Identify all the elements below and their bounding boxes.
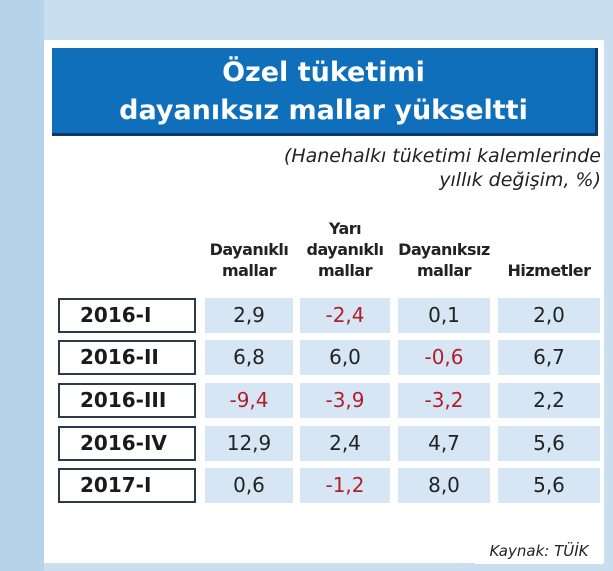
title-line: dayanıksız mallar yükseltti bbox=[119, 95, 528, 126]
column-header-line: mallar bbox=[317, 261, 373, 280]
row-label: 2016-I bbox=[58, 298, 196, 333]
value-cell: 6,8 bbox=[205, 340, 293, 375]
value-cell: 2,9 bbox=[205, 298, 293, 333]
value-cell: 0,6 bbox=[205, 468, 293, 503]
value-cell: 2,2 bbox=[498, 383, 600, 418]
value-cell: 12,9 bbox=[205, 426, 293, 461]
row-label: 2017-I bbox=[58, 468, 196, 503]
row-label: 2016-II bbox=[58, 340, 196, 375]
subtitle: (Hanehalkı tüketimi kalemlerinde yıllık … bbox=[284, 144, 601, 192]
value-cell: 6,0 bbox=[300, 340, 390, 375]
value-cell: 8,0 bbox=[398, 468, 490, 503]
column-header: Yarı dayanıklı mallar bbox=[290, 218, 400, 281]
value-cell: -2,4 bbox=[300, 298, 390, 333]
value-cell: -1,2 bbox=[300, 468, 390, 503]
title: Özel tüketimi dayanıksız mallar yükseltt… bbox=[52, 48, 598, 136]
value-cell: 5,6 bbox=[498, 468, 600, 503]
column-header-line: Dayanıksız bbox=[398, 240, 490, 259]
row-label: 2016-IV bbox=[58, 426, 196, 461]
subtitle-line: yıllık değişim, %) bbox=[439, 169, 601, 191]
column-header-line: Dayanıklı bbox=[209, 240, 289, 259]
source: Kaynak: TÜİK bbox=[475, 538, 603, 564]
value-cell: 4,7 bbox=[398, 426, 490, 461]
value-cell: -0,6 bbox=[398, 340, 490, 375]
row-label: 2016-III bbox=[58, 383, 196, 418]
value-cell: 2,0 bbox=[498, 298, 600, 333]
column-header-line: mallar bbox=[416, 261, 472, 280]
column-header-line: dayanıklı bbox=[306, 240, 384, 259]
value-cell: 0,1 bbox=[398, 298, 490, 333]
value-cell: 2,4 bbox=[300, 426, 390, 461]
frame bbox=[0, 0, 44, 571]
subtitle-line: (Hanehalkı tüketimi kalemlerinde bbox=[283, 145, 601, 167]
column-header: Hizmetler bbox=[494, 260, 604, 281]
column-header: Dayanıksız mallar bbox=[389, 239, 499, 281]
value-cell: 5,6 bbox=[498, 426, 600, 461]
column-header: Dayanıklı mallar bbox=[194, 239, 304, 281]
value-cell: -9,4 bbox=[205, 383, 293, 418]
column-header-line: mallar bbox=[221, 261, 277, 280]
column-header-line: Yarı bbox=[328, 219, 362, 238]
value-cell: -3,9 bbox=[300, 383, 390, 418]
title-line: Özel tüketimi bbox=[222, 57, 425, 88]
column-header-line: Hizmetler bbox=[507, 261, 591, 280]
value-cell: 6,7 bbox=[498, 340, 600, 375]
value-cell: -3,2 bbox=[398, 383, 490, 418]
